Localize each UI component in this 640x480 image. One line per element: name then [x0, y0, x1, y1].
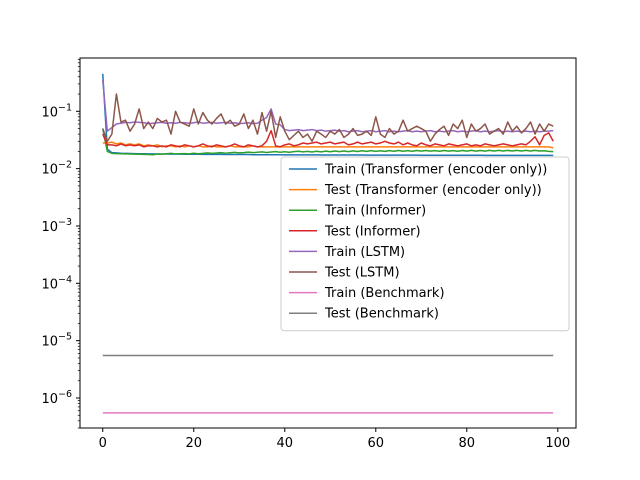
- y-tick-label: 10−4: [41, 274, 72, 292]
- x-tick-label: 20: [185, 436, 202, 451]
- legend: Train (Transformer (encoder only)) Test (…: [280, 156, 570, 332]
- series-line-2: [102, 128, 554, 156]
- legend-label: Test (Benchmark): [324, 307, 439, 322]
- series-line-5: [102, 93, 554, 143]
- legend-box: [280, 156, 570, 332]
- legend-label: Train (Benchmark): [324, 286, 445, 301]
- x-tick-label: 40: [276, 436, 293, 451]
- series-layer: [102, 73, 554, 414]
- legend-label: Test (Informer): [324, 224, 421, 239]
- axes-layer: 0 20 40 60 80 100 10−6 10−5 10−4 10−3 10−2 10−1: [41, 57, 577, 451]
- y-tick-label: 10−5: [41, 332, 72, 350]
- x-tick-label: 80: [459, 436, 476, 451]
- x-tick-label: 100: [545, 436, 570, 451]
- legend-label: Train (LSTM): [324, 245, 405, 260]
- y-tick-label: 10−1: [41, 102, 72, 120]
- y-tick-label: 10−2: [41, 160, 72, 178]
- y-tick-label: 10−3: [41, 217, 72, 235]
- legend-label: Test (LSTM): [324, 266, 400, 281]
- series-line-4: [102, 80, 554, 133]
- y-tick-label: 10−6: [41, 389, 72, 407]
- legend-label: Train (Informer): [324, 204, 426, 219]
- x-tick-label: 60: [368, 436, 385, 451]
- legend-label: Test (Transformer (encoder only)): [324, 183, 542, 198]
- legend-label: Train (Transformer (encoder only)): [324, 163, 547, 178]
- x-tick-label: 0: [99, 436, 107, 451]
- series-line-3: [102, 129, 554, 148]
